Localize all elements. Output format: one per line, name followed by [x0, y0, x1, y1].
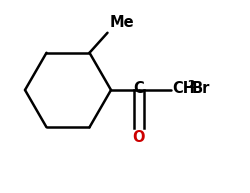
Text: Br: Br: [191, 81, 210, 96]
Text: CH: CH: [171, 81, 194, 96]
Text: Me: Me: [109, 15, 134, 30]
Text: C: C: [133, 81, 144, 96]
Text: O: O: [132, 130, 145, 146]
Text: 2: 2: [186, 80, 194, 90]
